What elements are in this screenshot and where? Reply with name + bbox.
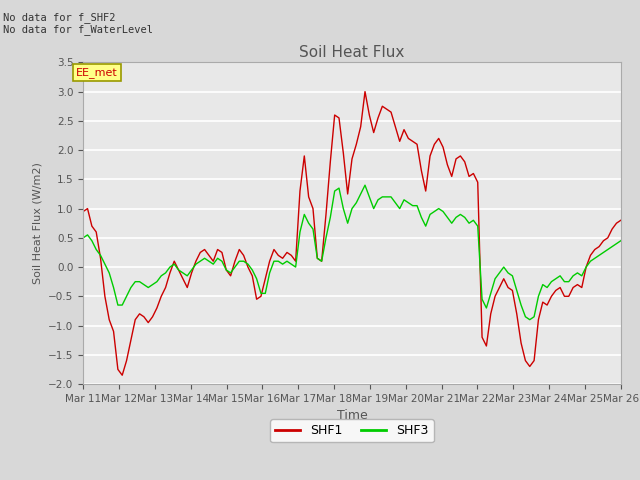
SHF1 [209,258,217,264]
SHF3 [417,215,425,220]
SHF1 [617,217,625,223]
SHF3 [552,276,559,282]
SHF3 [539,282,547,288]
SHF3 [526,317,534,323]
SHF1 [591,247,598,252]
SHF3 [591,255,598,261]
SHF3 [361,182,369,188]
SHF1 [539,299,547,305]
Text: No data for f_SHF2
No data for f_WaterLevel: No data for f_SHF2 No data for f_WaterLe… [3,12,153,36]
SHF1 [223,267,230,273]
SHF3 [617,238,625,244]
SHF1 [361,89,369,95]
Y-axis label: Soil Heat Flux (W/m2): Soil Heat Flux (W/m2) [33,162,42,284]
Text: EE_met: EE_met [76,67,118,78]
SHF1 [118,372,126,378]
SHF3 [205,258,212,264]
X-axis label: Time: Time [337,409,367,422]
Title: Soil Heat Flux: Soil Heat Flux [300,45,404,60]
SHF3 [79,235,87,240]
Line: SHF3: SHF3 [83,185,621,320]
SHF1 [552,288,559,293]
SHF1 [422,188,429,194]
SHF1 [79,209,87,215]
Line: SHF1: SHF1 [83,92,621,375]
Legend: SHF1, SHF3: SHF1, SHF3 [270,419,434,442]
SHF3 [218,258,226,264]
